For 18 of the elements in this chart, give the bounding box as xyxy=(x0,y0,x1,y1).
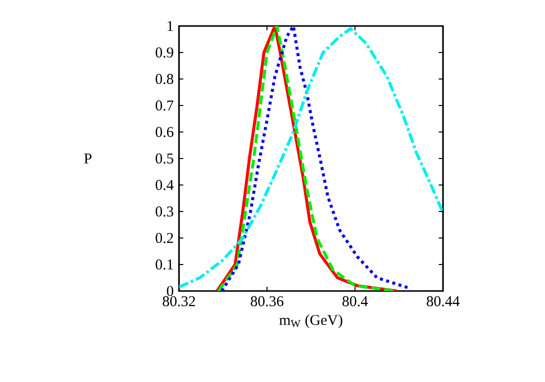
y-tick-label: 0.6 xyxy=(156,126,174,138)
y-tick-label: 0.3 xyxy=(156,206,174,217)
x-tick-label: 80.44 xyxy=(426,296,460,306)
y-tick-label: 0.5 xyxy=(156,153,174,164)
y-tick-label: 1 xyxy=(168,21,173,31)
line-series xyxy=(179,27,444,289)
y-tick-label: 0.4 xyxy=(156,180,174,190)
x-axis-title: m$_{W}$ (GeV) xyxy=(279,314,342,328)
y-tick-label: 0.8 xyxy=(156,74,174,84)
y-tick-label: 0.7 xyxy=(156,100,174,111)
y-tick-label: 0 xyxy=(166,286,174,296)
y-tick-label: 0.2 xyxy=(156,232,173,244)
x-tick-label: 80.4 xyxy=(342,296,368,306)
y-tick-label: 0.1 xyxy=(156,259,173,270)
x-tick-label: 80.32 xyxy=(162,296,195,306)
y-axis-title: P xyxy=(84,154,92,164)
y-tick-label: 0.9 xyxy=(156,47,174,58)
x-tick-label: 80.36 xyxy=(250,296,284,306)
